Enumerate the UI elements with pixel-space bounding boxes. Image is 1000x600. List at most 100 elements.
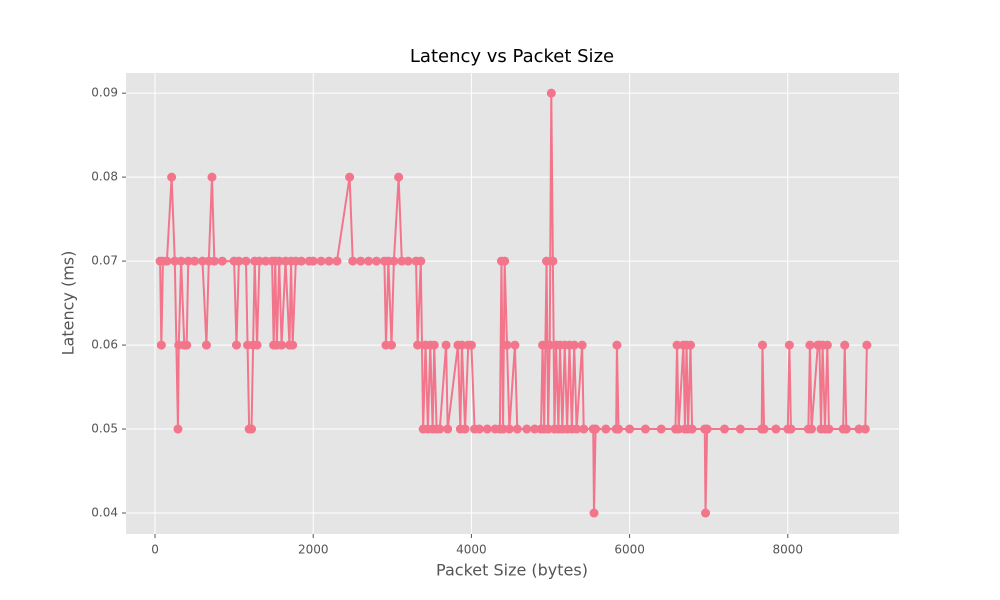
data-point <box>502 340 512 350</box>
data-point <box>625 424 635 434</box>
data-point <box>217 256 227 266</box>
data-point <box>860 424 870 434</box>
data-point <box>234 256 244 266</box>
data-point <box>416 256 426 266</box>
y-axis-label: Latency (ms) <box>59 251 78 356</box>
data-point <box>841 424 851 434</box>
data-point <box>413 340 423 350</box>
data-point <box>389 256 399 266</box>
data-point <box>162 256 172 266</box>
data-point <box>403 256 413 266</box>
data-point <box>569 340 579 350</box>
data-point <box>466 340 476 350</box>
data-point <box>247 424 257 434</box>
data-point <box>201 340 211 350</box>
data-point <box>296 256 306 266</box>
data-point <box>176 256 186 266</box>
data-point <box>784 340 794 350</box>
data-point <box>274 256 284 266</box>
data-point <box>173 424 183 434</box>
data-point <box>674 424 684 434</box>
data-point <box>862 340 872 350</box>
data-point <box>429 340 439 350</box>
data-point <box>190 256 200 266</box>
data-point <box>167 172 177 182</box>
data-point <box>254 256 264 266</box>
data-point <box>500 256 510 266</box>
data-point <box>261 256 271 266</box>
data-point <box>252 340 262 350</box>
data-point <box>474 424 484 434</box>
data-point <box>614 424 624 434</box>
y-tick-label: 0.05 <box>91 422 118 436</box>
data-point <box>530 424 540 434</box>
data-point <box>757 340 767 350</box>
data-point <box>601 424 611 434</box>
data-point <box>443 424 453 434</box>
data-point <box>510 340 520 350</box>
data-point <box>577 340 587 350</box>
data-point <box>702 424 712 434</box>
y-tick-label: 0.07 <box>91 254 118 268</box>
data-point <box>170 256 180 266</box>
data-point <box>759 424 769 434</box>
data-point <box>824 424 834 434</box>
data-point <box>371 256 381 266</box>
y-tick-label: 0.08 <box>91 170 118 184</box>
data-point <box>686 340 696 350</box>
data-point <box>498 424 508 434</box>
chart-title: Latency vs Packet Size <box>410 46 614 67</box>
y-tick-label: 0.04 <box>91 506 118 520</box>
data-point <box>435 424 445 434</box>
data-point <box>548 256 558 266</box>
data-point <box>316 256 326 266</box>
data-point <box>387 340 397 350</box>
data-point <box>579 424 589 434</box>
x-axis-label: Packet Size (bytes) <box>436 561 588 580</box>
data-point <box>183 256 193 266</box>
data-point <box>840 340 850 350</box>
data-point <box>364 256 374 266</box>
data-point <box>504 424 514 434</box>
data-point <box>231 340 241 350</box>
data-point <box>591 424 601 434</box>
x-tick-label: 0 <box>151 543 159 557</box>
data-point <box>441 340 451 350</box>
data-point <box>512 424 522 434</box>
data-point <box>807 424 817 434</box>
x-tick-label: 2000 <box>298 543 329 557</box>
y-tick-label: 0.09 <box>91 86 118 100</box>
data-point <box>546 88 556 98</box>
data-point <box>241 256 251 266</box>
data-point <box>543 424 553 434</box>
data-point <box>397 256 407 266</box>
data-point <box>308 256 318 266</box>
data-point <box>356 256 366 266</box>
data-point <box>589 508 599 518</box>
data-point <box>345 172 355 182</box>
data-point <box>457 340 467 350</box>
data-point <box>612 340 622 350</box>
data-point <box>786 424 796 434</box>
data-point <box>324 256 334 266</box>
data-point <box>672 340 682 350</box>
data-point <box>209 256 219 266</box>
data-point <box>348 256 358 266</box>
data-point <box>182 340 192 350</box>
data-point <box>207 172 217 182</box>
data-point <box>394 172 404 182</box>
data-point <box>538 340 548 350</box>
data-point <box>197 256 207 266</box>
data-point <box>545 340 555 350</box>
data-point <box>542 256 552 266</box>
data-point <box>720 424 730 434</box>
data-point <box>156 340 166 350</box>
plot-area <box>126 73 899 534</box>
data-point <box>640 424 650 434</box>
data-point <box>277 340 287 350</box>
data-point <box>822 340 832 350</box>
data-point <box>854 424 864 434</box>
data-point <box>701 508 711 518</box>
